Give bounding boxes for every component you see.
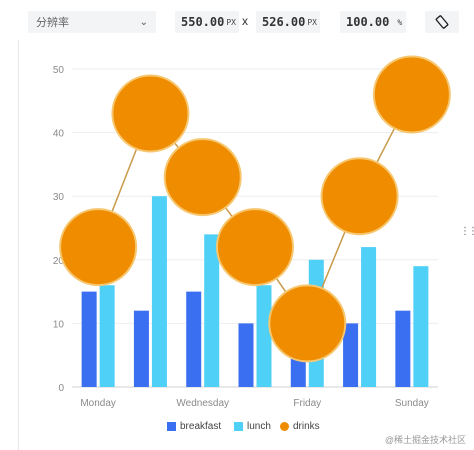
bar-lunch-saturday bbox=[361, 247, 377, 387]
legend-item-lunch[interactable]: lunch bbox=[234, 421, 271, 432]
point-drinks-monday bbox=[59, 208, 138, 287]
toolbar: 分辨率 ⌄ 550.00 PX x 526.00 PX 100.00% bbox=[0, 0, 474, 40]
bar-breakfast-monday bbox=[81, 291, 97, 387]
point-drinks-saturday bbox=[320, 157, 399, 236]
point-drinks-tuesday bbox=[111, 74, 190, 153]
zoom-input[interactable]: 100.00% bbox=[340, 11, 406, 33]
bar-chart: 0 10 20 30 40 50 Monday Wednesday Friday Sunday bbox=[53, 55, 451, 409]
y-tick-label-30: 30 bbox=[53, 192, 65, 203]
bar-breakfast-saturday bbox=[343, 323, 359, 387]
bar-breakfast-wednesday bbox=[186, 291, 202, 387]
times-sign: x bbox=[242, 14, 248, 28]
bar-breakfast-sunday bbox=[395, 310, 411, 387]
width-value: 550.00 bbox=[181, 15, 225, 29]
zoom-value: 100.00 bbox=[346, 15, 390, 29]
y-tick-label-0: 0 bbox=[58, 383, 64, 394]
legend-swatch-drinks bbox=[280, 422, 289, 431]
chevron-down-icon: ⌄ bbox=[139, 16, 148, 28]
legend-item-breakfast[interactable]: breakfast bbox=[167, 421, 221, 432]
watermark: @稀土掘金技术社区 bbox=[384, 435, 466, 445]
legend-label-breakfast: breakfast bbox=[180, 421, 222, 432]
legend-item-drinks[interactable]: drinks bbox=[280, 421, 320, 432]
rotate-button[interactable] bbox=[425, 11, 459, 33]
legend-swatch-breakfast bbox=[167, 422, 176, 431]
bar-breakfast-tuesday bbox=[133, 310, 149, 387]
y-tick-label-20: 20 bbox=[53, 256, 65, 267]
chart-area: 0 10 20 30 40 50 Monday Wednesday Friday Sunday bbox=[0, 40, 474, 450]
legend-label-lunch: lunch bbox=[247, 421, 271, 432]
height-input[interactable]: 526.00 PX bbox=[256, 11, 320, 33]
point-drinks-sunday bbox=[372, 55, 451, 134]
resolution-select[interactable]: 分辨率 ⌄ bbox=[28, 11, 156, 33]
point-drinks-thursday bbox=[216, 208, 294, 287]
y-tick-label-40: 40 bbox=[53, 129, 65, 140]
point-drinks-friday bbox=[268, 284, 347, 363]
height-unit: PX bbox=[307, 17, 317, 27]
resize-handle-icon[interactable]: ⋮⋮ bbox=[460, 226, 474, 237]
canvas-divider bbox=[18, 40, 19, 450]
bar-lunch-wednesday bbox=[204, 234, 220, 387]
zoom-unit: % bbox=[397, 17, 403, 27]
x-tick-label-wednesday: Wednesday bbox=[176, 398, 229, 409]
y-tick-label-10: 10 bbox=[53, 319, 65, 330]
resolution-label: 分辨率 bbox=[36, 17, 69, 29]
x-tick-label-sunday: Sunday bbox=[395, 398, 429, 409]
x-tick-label-friday: Friday bbox=[293, 398, 321, 409]
bar-lunch-sunday bbox=[413, 266, 429, 387]
width-unit: PX bbox=[226, 17, 236, 27]
width-input[interactable]: 550.00 PX bbox=[175, 11, 239, 33]
height-value: 526.00 bbox=[262, 15, 306, 29]
bar-lunch-thursday bbox=[256, 285, 272, 387]
rotate-icon bbox=[435, 15, 449, 29]
y-tick-label-50: 50 bbox=[53, 65, 65, 76]
x-tick-label-monday: Monday bbox=[80, 398, 116, 409]
point-drinks-wednesday bbox=[163, 138, 242, 217]
bar-breakfast-thursday bbox=[238, 323, 254, 387]
bar-lunch-tuesday bbox=[151, 196, 167, 387]
legend-label-drinks: drinks bbox=[293, 421, 320, 432]
chart-legend: breakfast lunch drinks bbox=[0, 421, 474, 435]
legend-swatch-lunch bbox=[234, 422, 243, 431]
bar-lunch-monday bbox=[99, 285, 115, 387]
